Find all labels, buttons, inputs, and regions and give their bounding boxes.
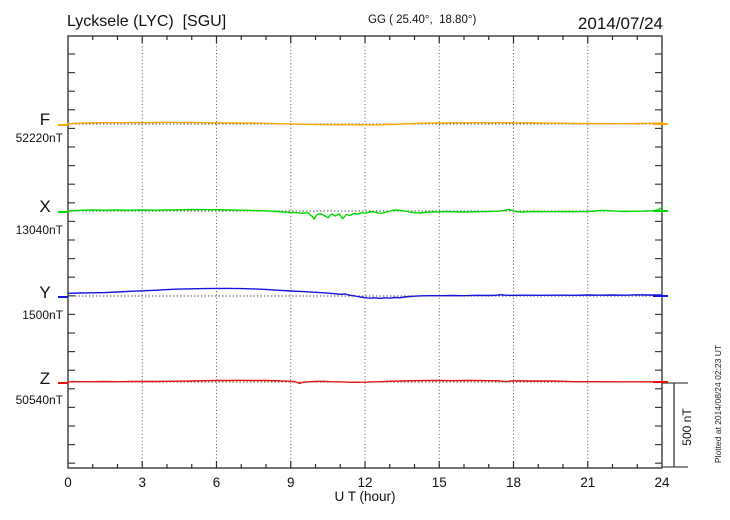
channel-f-letter: F — [40, 110, 50, 129]
svg-text:21: 21 — [580, 475, 595, 490]
channel-f-baseline-value: 52220nT — [16, 131, 64, 145]
channel-x-letter: X — [39, 197, 50, 216]
magnetogram-chart: 0 3 6 9 12 15 18 21 24 — [58, 35, 688, 490]
scale-bar-label: 500 nT — [680, 408, 694, 446]
svg-text:6: 6 — [213, 475, 221, 490]
station-title: Lycksele (LYC) [SGU] — [67, 13, 226, 30]
svg-text:0: 0 — [64, 475, 72, 490]
coords-label: GG ( 25.40°, 18.80°) — [368, 14, 476, 26]
plotted-at-note: Plotted at 2014/08/24 02:23 UT — [713, 345, 723, 463]
svg-text:9: 9 — [287, 475, 295, 490]
channel-y-baseline-value: 1500nT — [22, 308, 63, 322]
svg-text:12: 12 — [357, 475, 372, 490]
date-label: 2014/07/24 — [578, 14, 663, 33]
channel-x-baseline-value: 13040nT — [16, 223, 64, 237]
x-axis-title: U T (hour) — [334, 489, 395, 504]
svg-text:15: 15 — [432, 475, 447, 490]
channel-z-letter: Z — [40, 369, 50, 388]
svg-text:18: 18 — [506, 475, 521, 490]
svg-text:3: 3 — [138, 475, 146, 490]
svg-text:24: 24 — [654, 475, 670, 490]
channel-y-letter: Y — [39, 283, 50, 302]
channel-z-baseline-value: 50540nT — [16, 393, 64, 407]
